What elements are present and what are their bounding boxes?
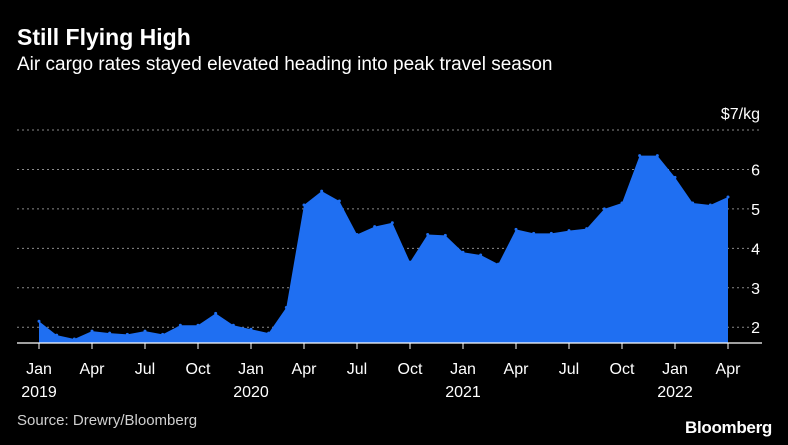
source-note: Source: Drewry/Bloomberg xyxy=(17,412,198,429)
x-year-label: 2022 xyxy=(657,384,693,401)
data-point xyxy=(726,195,730,199)
data-point xyxy=(479,253,483,257)
x-year-label: 2021 xyxy=(445,384,481,401)
data-point xyxy=(390,221,394,225)
data-point xyxy=(72,337,76,341)
data-points xyxy=(37,154,730,341)
x-axis: Jan 2019 Apr Jul Oct Jan 2020 Apr Jul Oct Jan 2021 A… xyxy=(17,342,762,401)
data-point xyxy=(691,201,695,205)
data-point xyxy=(337,199,341,203)
data-point xyxy=(249,327,253,331)
data-point xyxy=(55,333,59,337)
data-point xyxy=(655,154,659,158)
data-point xyxy=(602,207,606,211)
x-tick-label: Jan xyxy=(662,361,688,378)
data-point xyxy=(320,189,324,193)
y-tick-label: 5 xyxy=(751,202,760,219)
data-point xyxy=(673,175,677,179)
data-point xyxy=(567,229,571,233)
data-point xyxy=(125,332,129,336)
data-point xyxy=(496,262,500,266)
x-tick-label: Apr xyxy=(292,361,318,378)
data-point xyxy=(373,225,377,229)
data-point xyxy=(90,329,94,333)
data-point xyxy=(214,311,218,315)
unit-label: $7/kg xyxy=(721,106,760,123)
y-tick-label: 2 xyxy=(751,320,760,337)
data-point xyxy=(461,250,465,254)
data-point xyxy=(638,154,642,158)
y-tick-label: 4 xyxy=(751,241,760,258)
x-tick-label: Oct xyxy=(186,361,211,378)
x-tick-label: Apr xyxy=(504,361,530,378)
data-point xyxy=(708,203,712,207)
y-axis: 2 3 4 5 6 $7/kg xyxy=(721,106,760,337)
data-point xyxy=(514,227,518,231)
data-point xyxy=(143,329,147,333)
x-year-label: 2020 xyxy=(233,384,269,401)
data-point xyxy=(37,319,41,323)
x-tick-label: Apr xyxy=(716,361,742,378)
x-tick-label: Jan xyxy=(26,361,52,378)
x-tick-label: Jul xyxy=(135,361,155,378)
data-point xyxy=(267,331,271,335)
x-tick-label: Jul xyxy=(559,361,579,378)
chart-title: Still Flying High xyxy=(17,24,191,50)
x-tick-label: Jan xyxy=(238,361,264,378)
data-point xyxy=(178,323,182,327)
chart-subtitle: Air cargo rates stayed elevated heading … xyxy=(17,54,553,75)
data-point xyxy=(585,227,589,231)
x-tick-label: Jan xyxy=(450,361,476,378)
x-tick-label: Oct xyxy=(610,361,635,378)
series-area xyxy=(39,155,728,343)
data-point xyxy=(231,323,235,327)
x-tick-label: Jul xyxy=(347,361,367,378)
data-point xyxy=(284,306,288,309)
data-point xyxy=(161,332,165,336)
data-point xyxy=(443,233,447,237)
bloomberg-logo: Bloomberg xyxy=(684,418,772,437)
data-point xyxy=(355,233,359,237)
x-tick-label: Oct xyxy=(398,361,423,378)
x-tick-label: Apr xyxy=(80,361,106,378)
y-tick-label: 3 xyxy=(751,281,760,298)
x-year-label: 2019 xyxy=(21,384,57,401)
data-point xyxy=(532,231,536,235)
data-point xyxy=(620,201,624,205)
data-point xyxy=(108,331,112,335)
data-point xyxy=(302,203,306,207)
data-point xyxy=(408,260,412,264)
data-point xyxy=(549,231,553,235)
data-point xyxy=(196,323,200,327)
data-point xyxy=(426,233,430,237)
y-tick-label: 6 xyxy=(751,162,760,179)
